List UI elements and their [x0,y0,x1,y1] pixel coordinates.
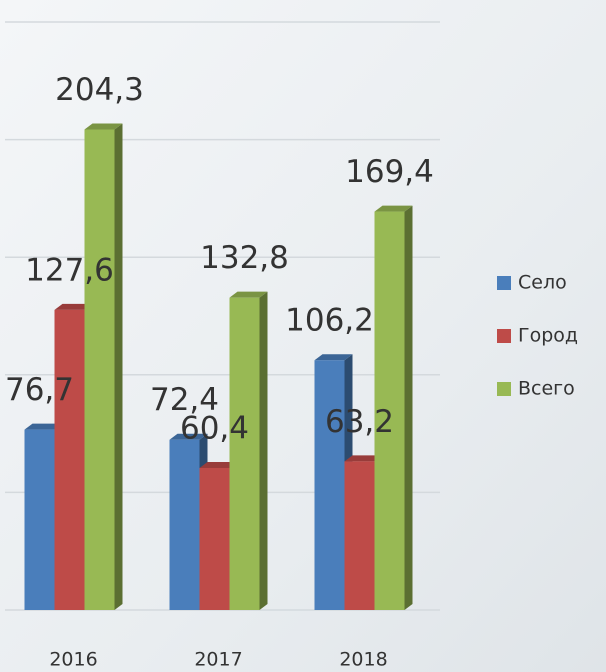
bar-top [229,291,268,298]
legend-label: Село [518,272,567,294]
bar-top [374,205,413,212]
bar-front [344,461,375,610]
legend-label: Город [518,325,578,347]
bar-top [84,123,123,130]
data-label: 127,6 [25,252,114,288]
bar-front [374,211,405,610]
bar-top [24,423,63,430]
bar-front [229,297,260,610]
legend-swatch [497,329,511,343]
x-tick-label: 2018 [339,649,387,671]
bar-top [54,303,93,310]
data-label: 76,7 [5,372,74,408]
x-tick-label: 2016 [49,649,97,671]
bar-side [259,291,268,610]
x-tick-label: 2017 [194,649,242,671]
legend-label: Всего [518,378,575,400]
data-label: 106,2 [285,303,374,339]
bar-front [169,439,200,610]
data-label: 72,4 [150,382,219,418]
data-label: 60,4 [180,410,249,446]
bar-front [199,467,230,610]
bar [229,291,268,610]
data-label: 132,8 [200,240,289,276]
legend-swatch [497,276,511,290]
bar-front [84,129,115,611]
bar [84,123,123,611]
bar [374,205,413,610]
bar-side [404,205,413,610]
data-label: 63,2 [325,404,394,440]
bar-front [54,309,85,610]
bar-side [114,123,123,611]
bar-top [314,354,353,361]
data-label: 169,4 [345,154,434,190]
bar-top [199,461,238,468]
bar-top [344,455,383,462]
bar-top [169,433,208,440]
bar-front [314,360,345,610]
bar-front [24,429,55,610]
data-label: 204,3 [55,72,144,108]
legend-swatch [497,382,511,396]
